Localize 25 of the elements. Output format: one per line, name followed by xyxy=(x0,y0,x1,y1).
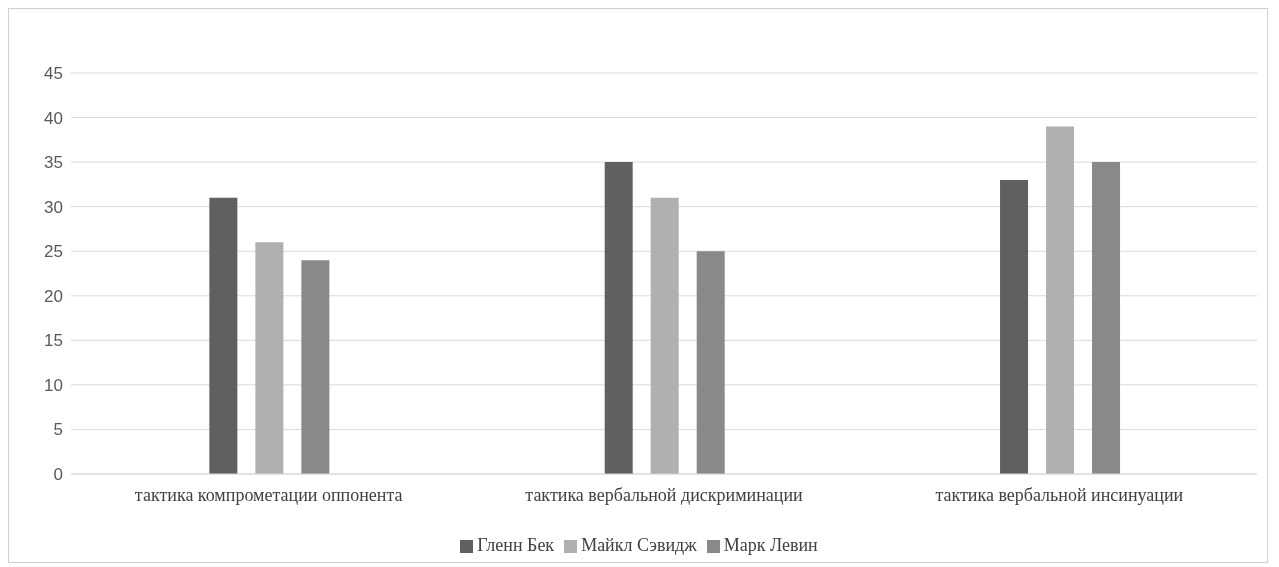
bar xyxy=(255,242,284,474)
bar xyxy=(1000,179,1029,474)
y-tick-label: 15 xyxy=(44,331,63,351)
x-tick-label: тактика вербальной дискриминации xyxy=(525,484,804,505)
bar xyxy=(1092,162,1121,474)
x-tick-label: тактика вербальной инсинуации xyxy=(935,484,1184,505)
bar xyxy=(604,162,633,474)
y-tick-label: 45 xyxy=(44,64,63,84)
bar xyxy=(209,197,238,474)
x-tick-label: тактика компрометации оппонента xyxy=(134,484,403,505)
y-tick-label: 20 xyxy=(44,286,63,306)
y-tick-label: 40 xyxy=(44,108,63,128)
bar xyxy=(301,260,330,474)
legend-label: Марк Левин xyxy=(723,535,818,555)
bar xyxy=(696,251,725,474)
bar xyxy=(1046,126,1075,474)
y-tick-label: 35 xyxy=(44,153,63,173)
legend-label: Гленн Бек xyxy=(477,535,555,555)
y-tick-label: 10 xyxy=(44,375,63,395)
legend-label: Майкл Сэвидж xyxy=(581,535,697,555)
y-tick-label: 30 xyxy=(44,197,63,217)
y-tick-label: 0 xyxy=(53,465,63,485)
y-tick-label: 5 xyxy=(53,420,63,440)
y-tick-label: 25 xyxy=(44,242,63,262)
bar xyxy=(650,197,679,474)
